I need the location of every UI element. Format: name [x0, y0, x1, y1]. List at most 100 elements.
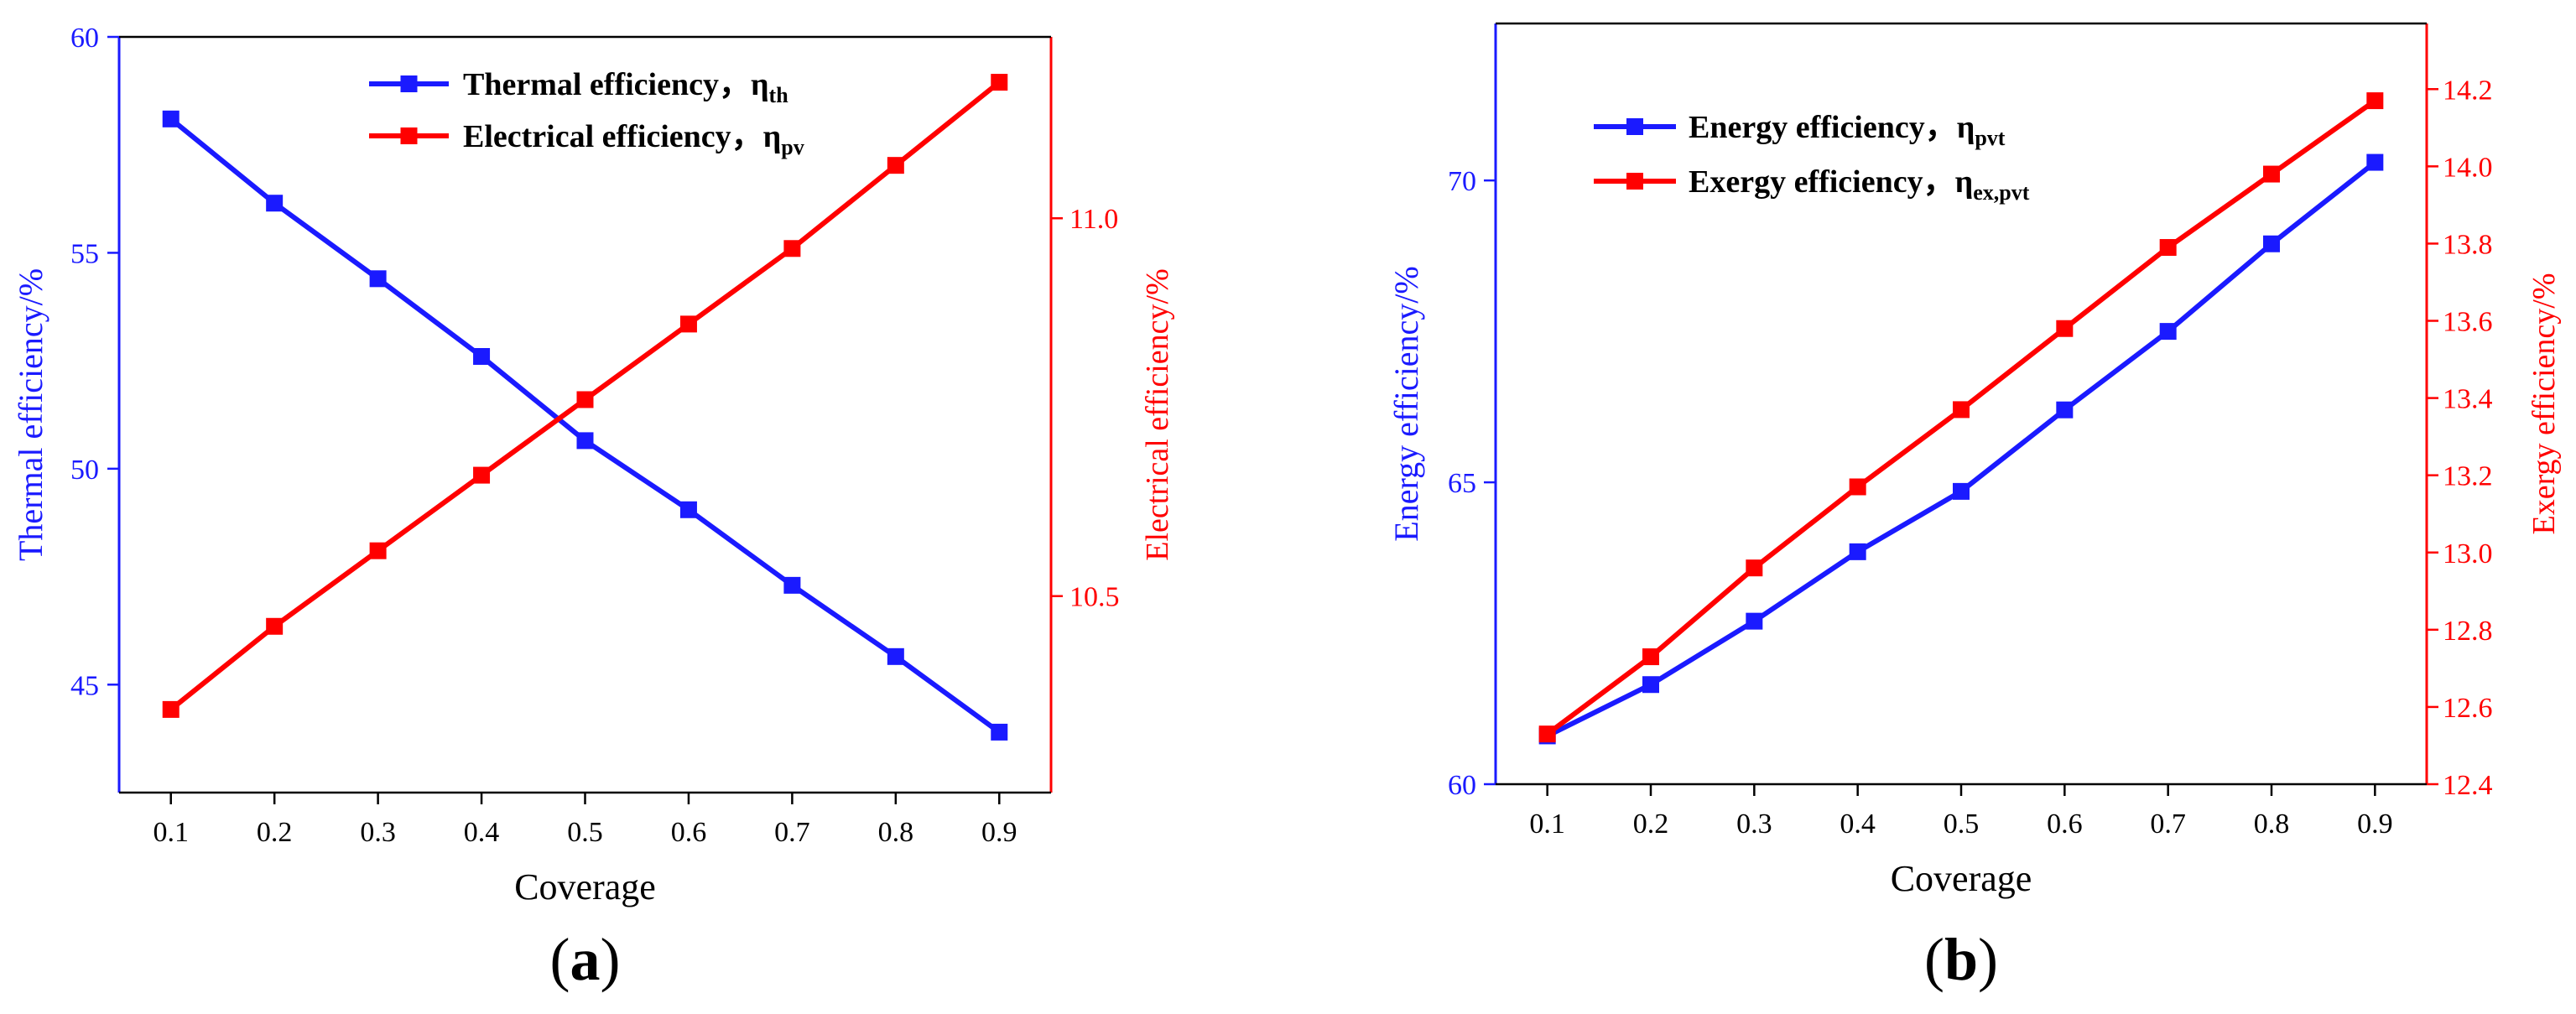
- data-point-pvt: [2366, 153, 2384, 171]
- legend-symbol: η: [1955, 164, 1974, 200]
- legend-entry: Exergy efficiency，ηex,pvt: [1689, 164, 2030, 205]
- panel-label-open: (: [1924, 926, 1944, 993]
- data-point-th: [783, 576, 801, 594]
- data-point-th: [576, 432, 594, 450]
- data-point-pvt: [1849, 543, 1866, 560]
- panel-label-letter: a: [570, 926, 601, 993]
- right-y-tick-label: 14.2: [2443, 75, 2493, 106]
- panel-label: (a): [550, 926, 621, 993]
- x-tick-label: 0.4: [464, 817, 500, 848]
- x-tick-label: 0.5: [1944, 809, 1980, 840]
- right-y-axis-label: Electrical efficiency/%: [1140, 268, 1175, 560]
- panel-label-open: (: [550, 926, 570, 993]
- left-y-tick-label: 60: [1448, 770, 1476, 801]
- data-point-th: [369, 270, 387, 288]
- panel-b: 0.1 0.2 0.3 0.4 0.5 0.6 0.7 0.8 0.9 Coverage 60 65 7…: [1387, 22, 2562, 993]
- right-y-tick-label: 12.6: [2443, 693, 2493, 724]
- panel-label-letter: b: [1944, 926, 1978, 993]
- x-tick-label: 0.8: [2254, 809, 2290, 840]
- x-tick-label: 0.8: [878, 817, 914, 848]
- panel-a: 0.1 0.2 0.3 0.4 0.5 0.6 0.7 0.8 0.9 Coverage 45 50 5…: [12, 23, 1175, 993]
- left-y-axis-label: Thermal efficiency/%: [12, 268, 49, 561]
- legend-marker: [1626, 173, 1643, 190]
- legend-entry: Electrical efficiency，ηpv: [463, 119, 804, 159]
- left-y-axis-label: Energy efficiency/%: [1387, 266, 1425, 541]
- legend-name: Thermal efficiency，: [463, 67, 751, 102]
- data-point-ex-pvt: [1849, 478, 1866, 496]
- data-point-ex-pvt: [2366, 92, 2384, 110]
- data-point-ex-pvt: [1642, 648, 1659, 666]
- left-y-tick-label: 55: [70, 238, 99, 269]
- right-y-axis-label: Exergy efficiency/%: [2527, 273, 2562, 535]
- data-point-pvt: [2056, 401, 2074, 419]
- legend-symbol-subscript: ex,pvt: [1973, 180, 2030, 205]
- legend-symbol: η: [1957, 110, 1975, 145]
- data-point-th: [266, 195, 284, 212]
- right-y-tick-label: 13.0: [2443, 538, 2493, 569]
- right-y-tick-label: 11.0: [1069, 204, 1118, 235]
- legend-marker: [1626, 118, 1643, 135]
- data-point-pv: [162, 700, 180, 718]
- legend-marker: [400, 127, 418, 144]
- data-point-pvt: [1642, 676, 1659, 694]
- x-tick-label: 0.9: [981, 817, 1017, 848]
- data-point-th: [887, 647, 904, 665]
- data-point-pv: [887, 157, 904, 174]
- legend-symbol-subscript: pv: [781, 135, 804, 159]
- right-y-tick-label: 13.2: [2443, 461, 2493, 492]
- data-point-pvt: [2159, 323, 2177, 341]
- left-y-tick-label: 60: [70, 23, 99, 54]
- legend-symbol-subscript: th: [769, 83, 789, 107]
- data-point-pvt: [2263, 235, 2280, 252]
- data-point-pv: [991, 74, 1008, 91]
- legend-marker: [400, 75, 418, 92]
- data-point-th: [679, 501, 697, 518]
- x-tick-label: 0.3: [360, 817, 396, 848]
- panel-label-close: ): [601, 926, 621, 993]
- x-axis-label: Coverage: [1891, 858, 2032, 899]
- left-y-tick-label: 70: [1448, 166, 1476, 197]
- data-point-ex-pvt: [2056, 320, 2074, 337]
- x-tick-label: 0.7: [774, 817, 810, 848]
- legend-entry: Energy efficiency，ηpvt: [1689, 110, 2006, 150]
- x-tick-label: 0.6: [671, 817, 707, 848]
- legend-name: Energy efficiency，: [1689, 110, 1957, 145]
- panel-label-close: ): [1978, 926, 1998, 993]
- x-tick-label: 0.2: [257, 817, 293, 848]
- right-y-tick-label: 13.6: [2443, 307, 2493, 338]
- right-y-tick-label: 12.8: [2443, 616, 2493, 647]
- legend-name: Exergy efficiency，: [1689, 164, 1955, 200]
- panel-label: (b): [1924, 926, 1998, 993]
- x-tick-label: 0.6: [2047, 809, 2083, 840]
- legend-entry: Thermal efficiency，ηth: [463, 67, 788, 107]
- right-y-tick-label: 13.4: [2443, 384, 2493, 415]
- right-y-tick-label: 13.8: [2443, 229, 2493, 260]
- data-point-pv: [266, 617, 284, 635]
- right-y-tick-label: 10.5: [1069, 582, 1120, 613]
- data-point-ex-pvt: [1538, 725, 1556, 743]
- data-point-ex-pvt: [2263, 165, 2280, 183]
- x-tick-label: 0.7: [2150, 809, 2186, 840]
- left-y-tick-label: 50: [70, 455, 99, 486]
- series-line-pvt: [1546, 160, 2377, 739]
- x-tick-label: 0.4: [1840, 809, 1876, 840]
- legend-symbol: η: [751, 67, 769, 102]
- data-point-th: [991, 723, 1008, 741]
- left-y-tick-label: 65: [1448, 468, 1476, 499]
- legend-name: Electrical efficiency，: [463, 119, 763, 154]
- data-point-pv: [369, 542, 387, 559]
- data-point-ex-pvt: [1746, 559, 1763, 577]
- data-point-pvt: [1953, 482, 1970, 500]
- data-point-pv: [473, 466, 491, 484]
- data-point-th: [162, 110, 180, 127]
- x-tick-label: 0.1: [1529, 809, 1565, 840]
- series-line-th: [169, 117, 1002, 735]
- x-tick-label: 0.3: [1736, 809, 1772, 840]
- data-point-pv: [679, 315, 697, 333]
- x-axis-label: Coverage: [514, 866, 656, 907]
- data-point-th: [473, 347, 491, 365]
- legend-symbol-subscript: pvt: [1975, 126, 2005, 150]
- x-tick-label: 0.1: [153, 817, 189, 848]
- data-point-pv: [576, 391, 594, 408]
